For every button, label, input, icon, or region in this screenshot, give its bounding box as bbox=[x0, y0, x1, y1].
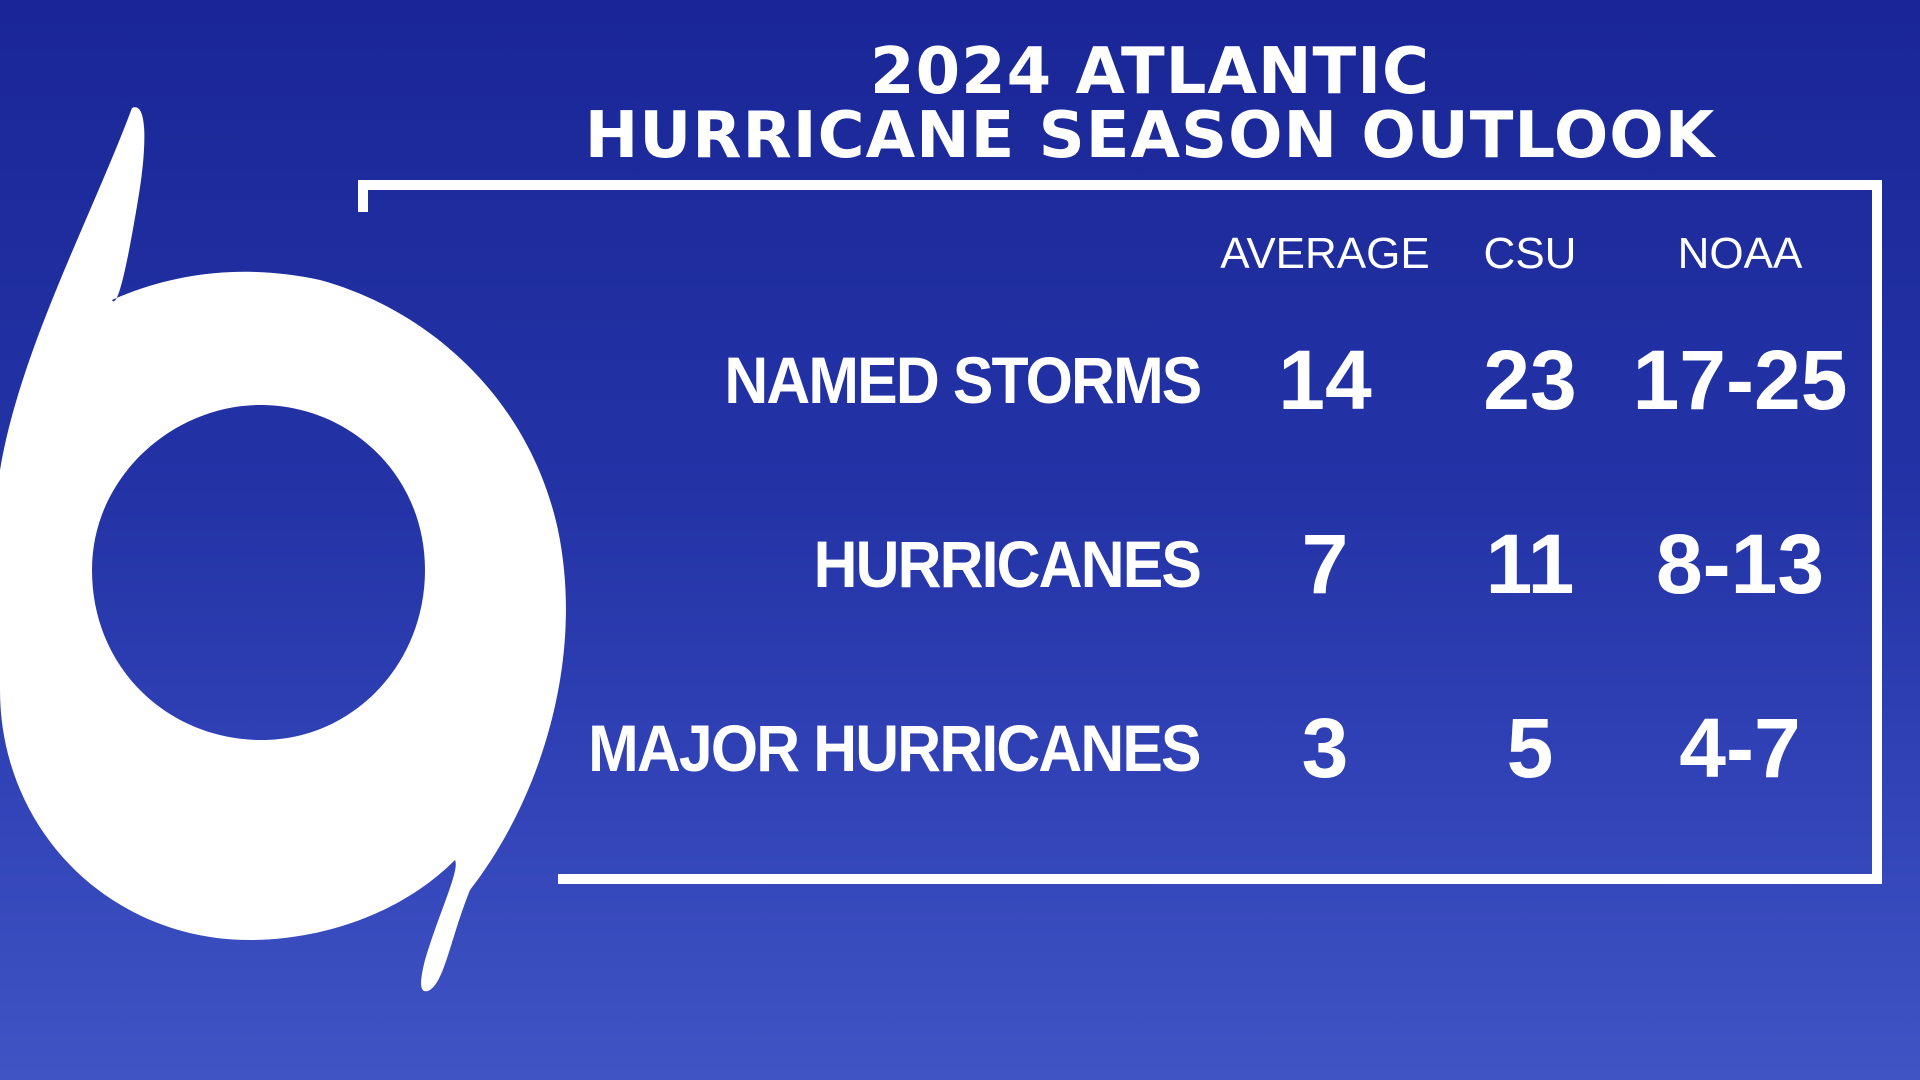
cell-hurricanes-average: 7 bbox=[1301, 517, 1349, 611]
cell-major-hurricanes-csu: 5 bbox=[1506, 701, 1554, 795]
column-header-noaa: NOAA bbox=[1677, 229, 1803, 278]
column-header-average: AVERAGE bbox=[1220, 229, 1430, 278]
title-line-1: 2024 ATLANTIC bbox=[870, 35, 1430, 109]
cell-named-storms-csu: 23 bbox=[1483, 333, 1577, 427]
row-label-major-hurricanes: MAJOR HURRICANES bbox=[588, 711, 1201, 785]
row-label-hurricanes: HURRICANES bbox=[813, 527, 1202, 601]
cell-major-hurricanes-noaa: 4-7 bbox=[1679, 701, 1801, 795]
table-frame bbox=[358, 180, 1882, 884]
row-label-named-storms: NAMED STORMS bbox=[723, 343, 1202, 417]
hurricane-symbol-icon bbox=[0, 107, 566, 992]
cell-major-hurricanes-average: 3 bbox=[1301, 701, 1349, 795]
cell-hurricanes-noaa: 8-13 bbox=[1655, 517, 1825, 611]
title-line-2: HURRICANE SEASON OUTLOOK bbox=[584, 99, 1716, 173]
column-header-csu: CSU bbox=[1483, 229, 1577, 278]
cell-named-storms-average: 14 bbox=[1278, 333, 1372, 427]
cell-named-storms-noaa: 17-25 bbox=[1632, 333, 1848, 427]
cell-hurricanes-csu: 11 bbox=[1485, 517, 1575, 611]
